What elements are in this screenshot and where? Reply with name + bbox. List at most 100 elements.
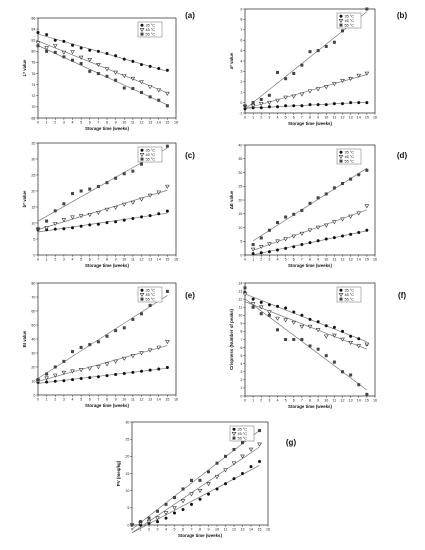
data-point — [105, 221, 109, 225]
data-point — [139, 520, 142, 524]
x-tick-label: 7 — [97, 258, 99, 262]
x-tick-label: 0 — [37, 258, 39, 262]
x-tick-label: 10 — [324, 116, 328, 120]
y-tick-label: 72 — [31, 94, 35, 98]
x-tick-label: 15 — [165, 258, 169, 262]
data-point — [122, 172, 126, 176]
y-tick-label: 3 — [240, 70, 242, 74]
legend-box — [229, 425, 255, 442]
legend-label: 55 °C — [238, 436, 248, 440]
y-tick-label: 30 — [31, 351, 35, 355]
panel-label: (e) — [185, 291, 195, 300]
data-point — [332, 236, 336, 240]
x-tick-label: 2 — [54, 258, 56, 262]
data-point — [147, 348, 153, 353]
data-point — [122, 218, 126, 222]
x-tick-label: 3 — [268, 399, 270, 403]
data-point — [283, 318, 288, 323]
x-tick-label: 14 — [357, 399, 361, 403]
x-tick-label: 11 — [131, 121, 135, 125]
legend-marker — [232, 436, 236, 440]
data-point — [248, 447, 254, 452]
data-point — [284, 215, 288, 219]
data-point — [147, 516, 151, 520]
data-point — [96, 222, 100, 226]
data-point — [79, 46, 83, 50]
x-tick-label: 10 — [215, 528, 219, 532]
x-tick-label: 10 — [122, 258, 126, 262]
data-point — [300, 313, 304, 317]
x-tick-label: 8 — [106, 258, 108, 262]
x-tick-label: 0 — [131, 528, 133, 532]
data-point — [275, 239, 280, 244]
data-point — [292, 71, 296, 75]
data-point — [267, 303, 271, 307]
x-tick-label: 16 — [174, 121, 178, 125]
data-point — [140, 312, 143, 316]
legend-box — [137, 146, 163, 163]
x-tick-label: 8 — [199, 528, 201, 532]
data-point — [251, 243, 255, 247]
x-tick-label: 6 — [182, 528, 184, 532]
y-tick-label: 9 — [240, 7, 242, 11]
x-tick-label: 12 — [232, 528, 236, 532]
legend-marker — [140, 157, 144, 161]
fit-line-35C — [244, 293, 368, 343]
y-tick-label: 30 — [238, 171, 242, 175]
x-tick-label: 2 — [260, 258, 262, 262]
data-point — [180, 499, 186, 504]
x-tick-label: 9 — [115, 121, 117, 125]
y-tick-label: 8 — [240, 330, 242, 334]
data-point — [258, 459, 261, 463]
data-point — [240, 454, 245, 459]
data-point — [78, 55, 84, 60]
legend-label: 35 °C — [146, 149, 156, 153]
data-point — [251, 305, 255, 309]
y-tick-label: 68 — [31, 116, 35, 120]
x-tick-label: 15 — [165, 121, 169, 125]
x-tick-label: 2 — [54, 121, 56, 125]
data-point — [242, 292, 248, 297]
x-tick-label: 12 — [341, 258, 345, 262]
data-point — [79, 345, 83, 349]
y-tick-label: 35 — [31, 141, 35, 145]
x-tick-label: 7 — [97, 398, 99, 402]
y-tick-label: 20 — [31, 365, 35, 369]
x-tick-label: 5 — [174, 528, 176, 532]
fit-line-35C — [37, 33, 168, 72]
data-point — [130, 76, 136, 81]
data-point — [157, 98, 161, 102]
data-point — [148, 214, 152, 218]
panel-label: (c) — [185, 151, 195, 160]
x-tick-label: 9 — [317, 399, 319, 403]
data-point — [243, 104, 247, 108]
y-tick-label: 35 — [238, 157, 242, 161]
data-point — [259, 312, 263, 316]
data-point — [181, 487, 185, 491]
x-tick-label: 11 — [333, 116, 337, 120]
y-tick-label: 7 — [240, 28, 242, 32]
legend-label: 35 °C — [345, 151, 355, 155]
x-tick-label: 4 — [72, 258, 74, 262]
data-point — [308, 103, 312, 107]
y-tick-label: 0 — [240, 101, 242, 105]
y-tick-label: 60 — [31, 309, 35, 313]
data-point — [79, 189, 83, 193]
x-tick-label: 10 — [122, 398, 126, 402]
data-point — [52, 44, 58, 49]
x-tick-label: 15 — [365, 116, 369, 120]
data-point — [181, 508, 185, 512]
data-point — [130, 200, 136, 205]
y-tick-label: 78 — [31, 61, 35, 65]
y-tick-label: 0 — [240, 253, 242, 257]
y-tick-label: 84 — [31, 27, 35, 31]
data-point — [258, 101, 264, 106]
data-point — [139, 197, 144, 202]
data-point — [173, 496, 176, 500]
legend-label: 55 °C — [345, 23, 355, 27]
data-point — [87, 212, 93, 217]
fit-line-55C — [244, 298, 368, 391]
fit-line-45C — [244, 301, 368, 350]
y-tick-label: 14 — [238, 281, 242, 285]
data-point — [156, 88, 162, 93]
